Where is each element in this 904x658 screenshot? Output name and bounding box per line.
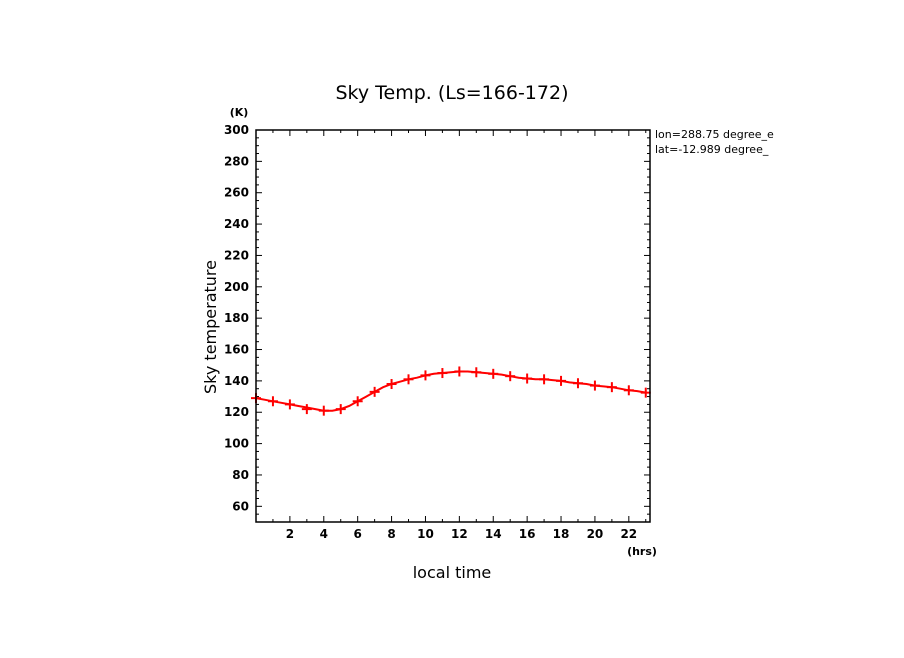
data-point [522,373,533,384]
data-point [403,374,414,385]
data-point [471,367,482,378]
x-tick-label: 18 [553,527,570,541]
y-tick-label: 260 [224,186,249,200]
x-tick-label: 20 [587,527,604,541]
annotation-lat: lat=-12.989 degree_ [655,143,769,156]
data-point [335,404,346,415]
data-series [251,366,651,416]
y-tick-label: 220 [224,248,249,262]
data-point [369,386,380,397]
x-axis-label: local time [413,563,492,582]
y-tick-label: 120 [224,405,249,419]
data-point [539,374,550,385]
x-tick-label: 12 [451,527,468,541]
data-point [505,371,516,382]
data-point [301,404,312,415]
x-axis-unit: (hrs) [627,545,657,558]
plot-frame [255,129,651,523]
data-point [606,382,617,393]
data-point [556,375,567,386]
data-point [352,396,363,407]
y-axis-unit: (K) [230,106,249,119]
chart-title: Sky Temp. (Ls=166-172) [335,82,568,104]
y-tick-label: 160 [224,343,249,357]
data-point [420,370,431,381]
y-tick-label: 80 [232,468,249,482]
data-point [640,387,651,398]
data-point [454,366,465,377]
series-line [255,370,646,412]
x-tick-label: 22 [620,527,637,541]
data-point [318,405,329,416]
y-tick-label: 140 [224,374,249,388]
y-tick-label: 180 [224,311,249,325]
data-point [589,380,600,391]
data-point [572,378,583,389]
data-point [386,379,397,390]
data-point [488,368,499,379]
y-tick-label: 100 [224,437,249,451]
x-tick-label: 16 [519,527,536,541]
y-tick-label: 60 [232,499,249,513]
x-tick-label: 14 [485,527,502,541]
x-tick-label: 4 [320,527,328,541]
data-point [284,399,295,410]
y-tick-label: 300 [224,123,249,137]
data-point [437,368,448,379]
annotation-lon: lon=288.75 degree_e [655,128,774,141]
y-axis-label: Sky temperature [201,260,220,394]
data-point [267,396,278,407]
x-tick-label: 6 [353,527,361,541]
x-tick-label: 10 [417,527,434,541]
y-tick-label: 240 [224,217,249,231]
y-tick-label: 280 [224,154,249,168]
axis-ticks: 60 80 100 120 140 160 180 200 220 240 260 280 300 2 4 6… [224,123,650,541]
data-point [623,385,634,396]
x-tick-label: 2 [286,527,294,541]
y-tick-label: 200 [224,280,249,294]
x-tick-label: 8 [387,527,395,541]
